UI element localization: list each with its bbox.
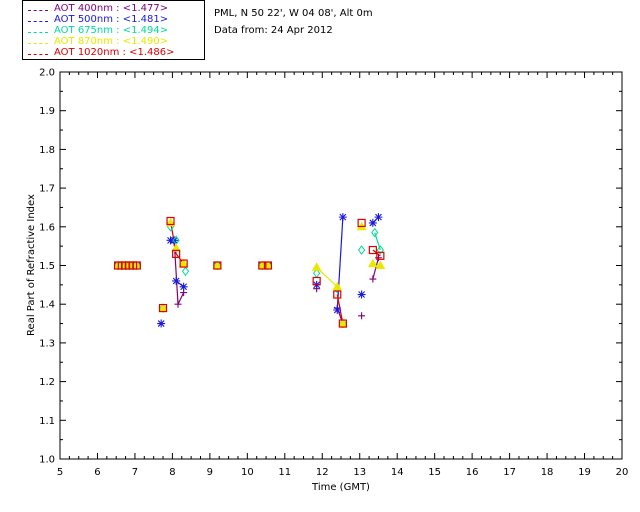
legend-label: AOT 1020nm : <1.486> — [54, 47, 175, 58]
data-point — [357, 218, 366, 228]
x-tick-label: 17 — [503, 467, 516, 478]
y-tick-label: 1.9 — [39, 106, 55, 117]
data-point — [375, 260, 386, 269]
data-point — [376, 245, 384, 255]
data-point — [258, 261, 267, 270]
x-tick-label: 6 — [94, 467, 100, 478]
data-point — [333, 306, 342, 315]
date-info: Data from: 24 Apr 2012 — [214, 25, 333, 36]
data-point — [174, 300, 182, 308]
legend-line — [28, 54, 48, 55]
legend-line — [28, 43, 48, 44]
y-tick-label: 1.6 — [39, 222, 55, 233]
series-line — [336, 217, 344, 311]
y-tick-label: 1.2 — [39, 377, 55, 388]
legend-item-675nm: AOT 675nm : <1.494> — [23, 25, 204, 38]
data-point — [311, 262, 322, 271]
data-point — [172, 276, 181, 285]
data-point — [358, 312, 366, 320]
x-tick-label: 10 — [241, 467, 254, 478]
legend-line — [28, 32, 48, 33]
legend-box: AOT 400nm : <1.477> AOT 500nm : <1.481> … — [22, 0, 205, 60]
legend-item-500nm: AOT 500nm : <1.481> — [23, 14, 204, 27]
y-tick-label: 1.3 — [39, 338, 55, 349]
data-point — [181, 266, 190, 277]
legend-label: AOT 500nm : <1.481> — [54, 14, 169, 25]
data-point — [179, 259, 188, 268]
series-line — [372, 257, 380, 280]
data-point — [170, 236, 179, 245]
data-point — [158, 303, 168, 313]
y-tick-label: 1.8 — [39, 145, 55, 156]
data-point — [338, 213, 347, 222]
legend-label: AOT 400nm : <1.477> — [54, 3, 169, 14]
x-tick-label: 13 — [353, 467, 366, 478]
x-tick-label: 16 — [466, 467, 479, 478]
data-point — [172, 249, 181, 258]
data-point — [376, 251, 385, 260]
x-tick-label: 15 — [428, 467, 441, 478]
data-point — [374, 213, 383, 222]
x-tick-label: 7 — [132, 467, 138, 478]
x-tick-label: 18 — [541, 467, 554, 478]
y-tick-label: 1.0 — [39, 455, 55, 466]
data-point — [213, 261, 222, 270]
y-tick-label: 2.0 — [39, 68, 55, 79]
data-point — [333, 290, 342, 299]
data-point — [332, 281, 343, 291]
x-tick-label: 8 — [169, 467, 175, 478]
site-info: PML, N 50 22', W 04 08', Alt 0m — [214, 8, 373, 19]
data-point — [312, 276, 321, 286]
plot-frame — [59, 71, 623, 460]
x-tick-label: 19 — [578, 467, 591, 478]
x-tick-label: 9 — [207, 467, 213, 478]
data-point — [132, 261, 141, 270]
data-point — [263, 261, 273, 270]
y-tick-label: 1.5 — [39, 261, 55, 272]
legend-label: AOT 870nm : <1.490> — [54, 36, 169, 47]
x-tick-label: 5 — [57, 467, 63, 478]
legend-item-400nm: AOT 400nm : <1.477> — [23, 3, 204, 16]
data-point — [369, 275, 377, 283]
data-point — [171, 243, 182, 252]
series-line — [336, 294, 344, 324]
y-axis-label: Real Part of Refractive Index — [26, 194, 37, 336]
data-point — [179, 282, 188, 291]
data-markers — [113, 213, 386, 329]
x-axis-label: Time (GMT) — [311, 482, 370, 493]
legend-item-1020nm: AOT 1020nm : <1.486> — [23, 47, 204, 60]
x-tick-label: 11 — [278, 467, 291, 478]
data-point — [157, 319, 166, 328]
data-point — [367, 258, 378, 268]
y-tick-label: 1.7 — [39, 184, 55, 195]
data-point — [357, 245, 366, 255]
x-tick-label: 20 — [616, 467, 629, 478]
data-point — [368, 218, 377, 227]
data-point — [166, 216, 175, 226]
y-tick-label: 1.1 — [39, 416, 55, 427]
legend-line — [28, 10, 48, 11]
legend-label: AOT 675nm : <1.494> — [54, 25, 169, 36]
x-tick-label: 12 — [316, 467, 329, 478]
axes: 5 6 7 8 9 10 11 12 13 14 15 16 17 18 19 20 1.0 1.1 1.2 1.3 1… — [39, 68, 628, 479]
data-point — [368, 245, 377, 255]
data-point — [371, 227, 379, 238]
data-point — [357, 290, 366, 299]
data-point — [374, 254, 382, 262]
legend-line — [28, 21, 48, 22]
x-tick-label: 14 — [391, 467, 404, 478]
data-point — [338, 319, 347, 328]
y-tick-label: 1.4 — [39, 300, 55, 311]
legend-item-870nm: AOT 870nm : <1.490> — [23, 36, 204, 49]
series-lines — [169, 216, 381, 324]
